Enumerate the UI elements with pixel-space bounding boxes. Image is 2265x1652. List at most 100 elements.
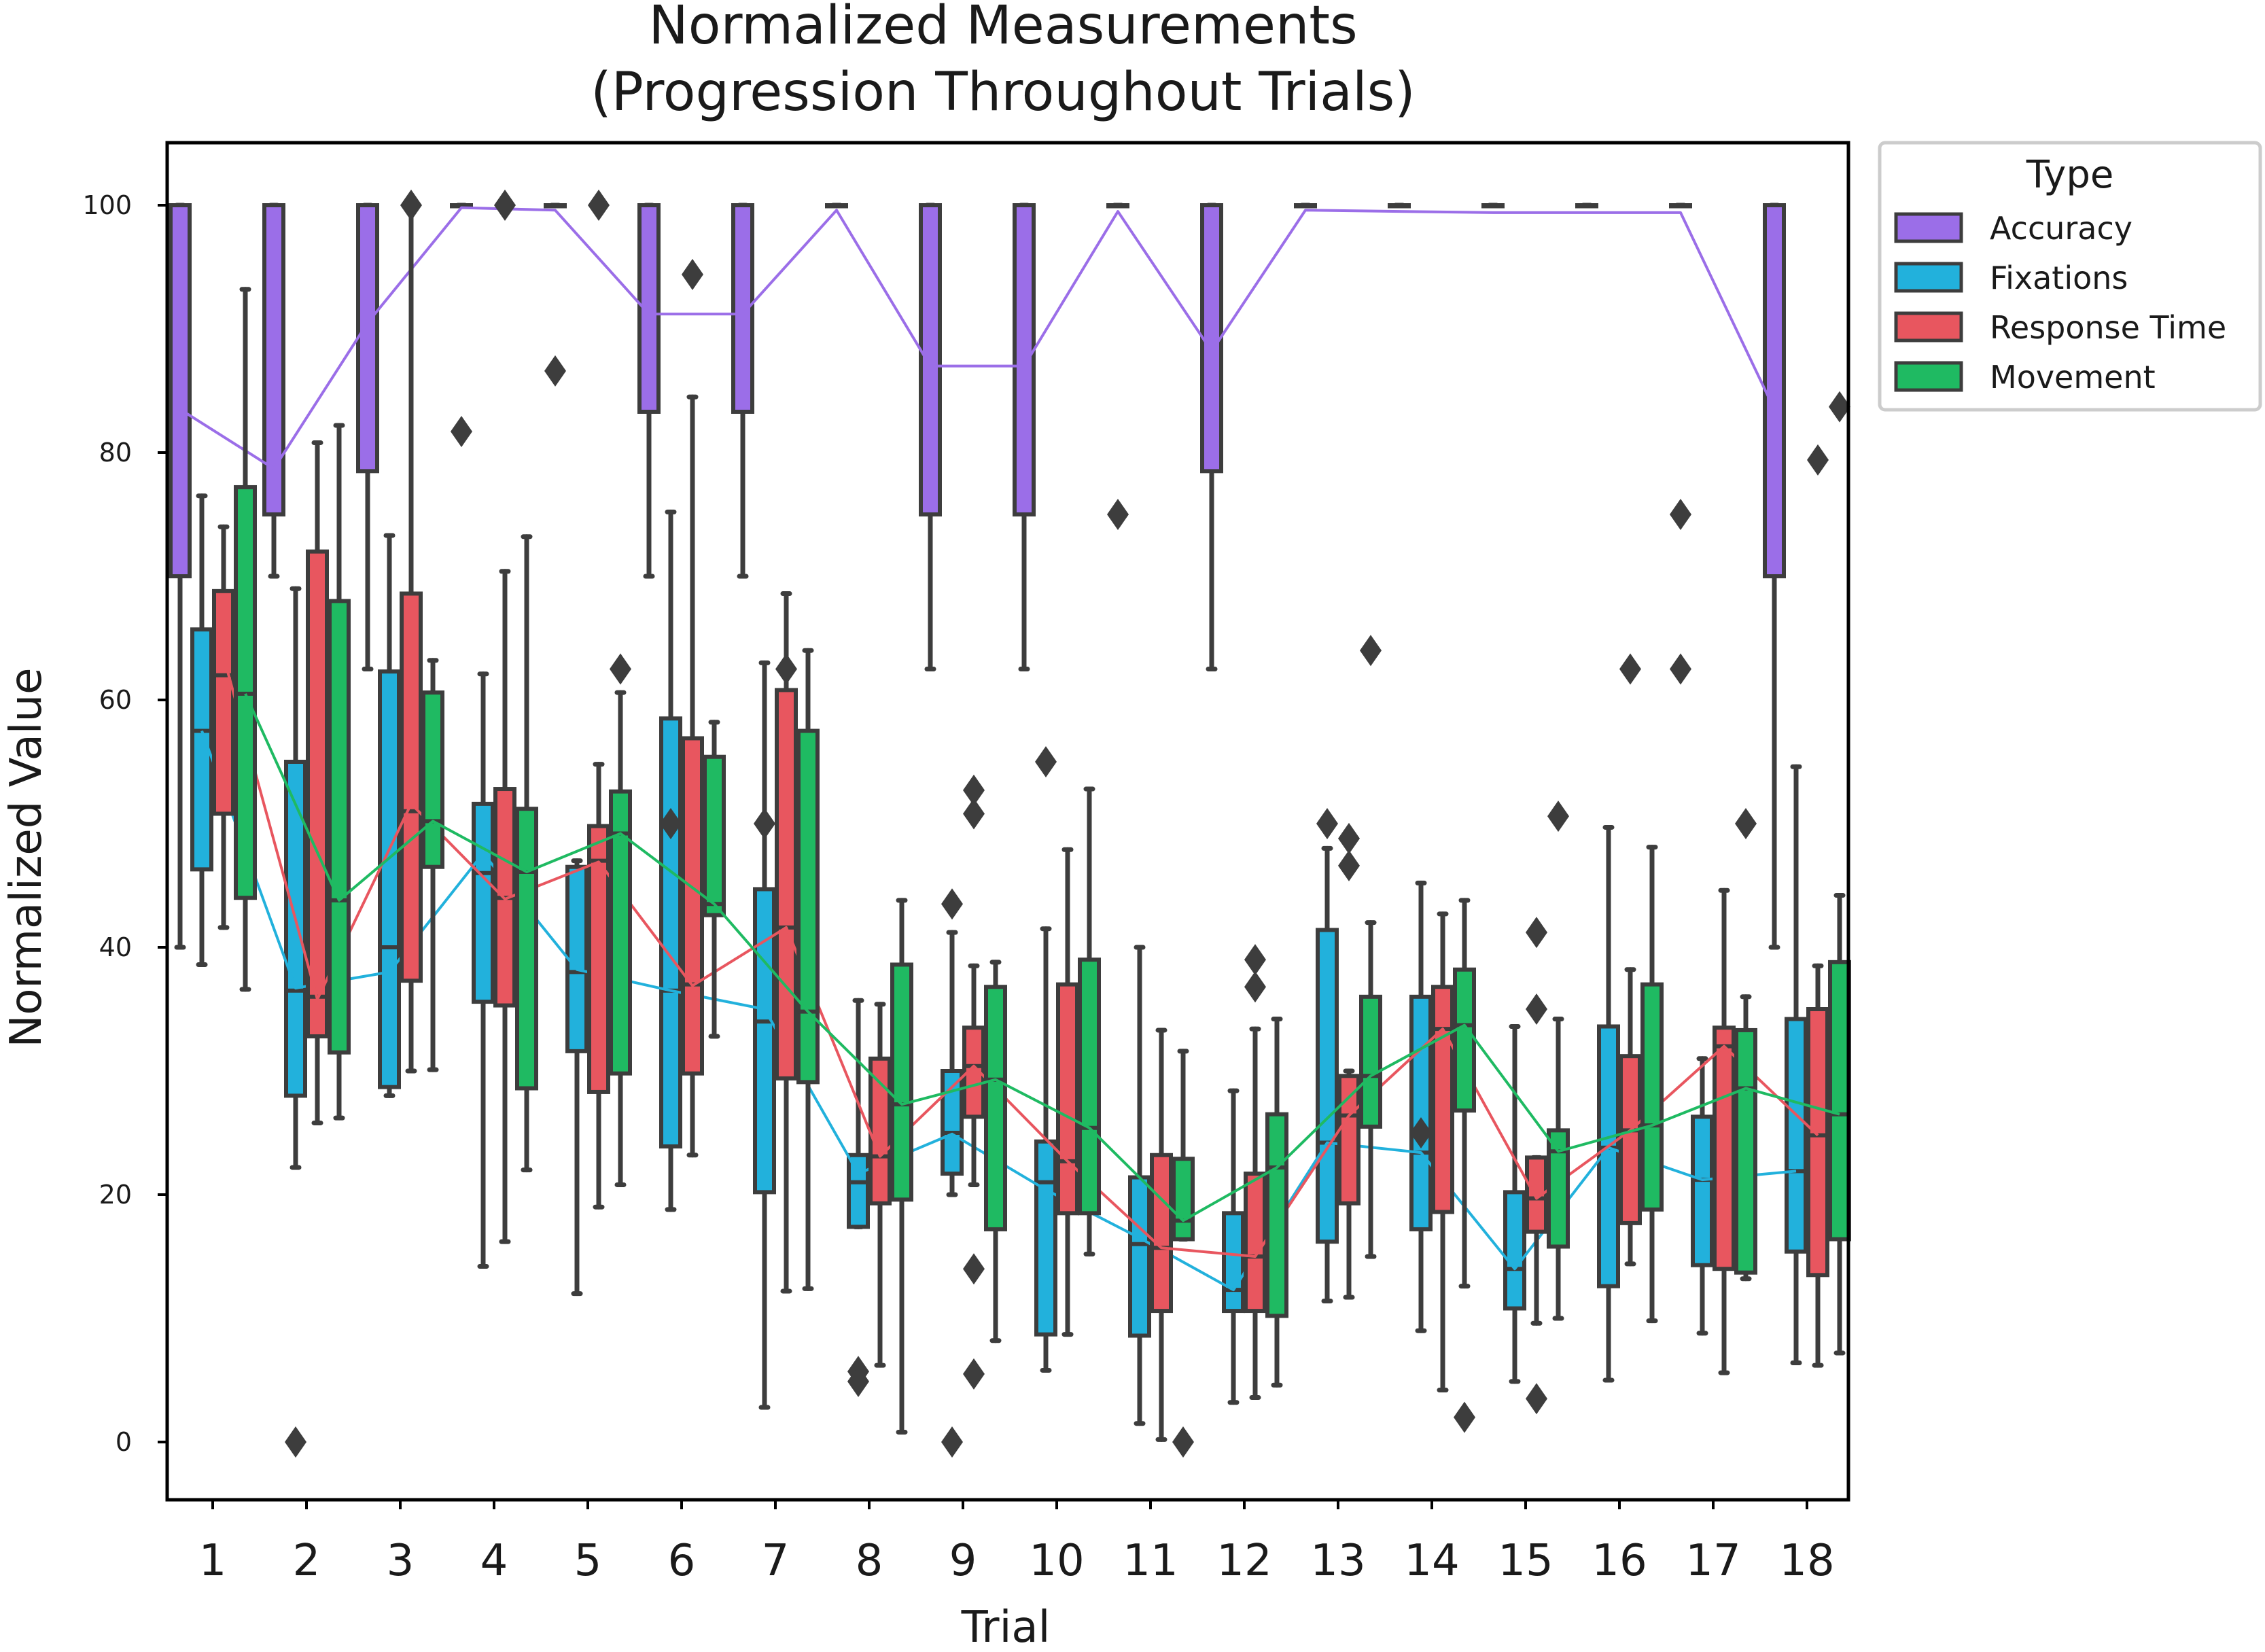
legend-swatch-fixations [1894, 262, 1963, 293]
box-0-15 [1481, 203, 1505, 209]
outlier-point [1454, 1401, 1475, 1433]
box-1-16 [1597, 824, 1620, 1383]
outlier-point [1410, 1117, 1432, 1148]
legend-title: Type [2026, 153, 2114, 197]
box-iqr [565, 864, 589, 1053]
box-0-13 [1294, 203, 1317, 209]
box-iqr [919, 203, 942, 516]
x-tick-label: 3 [387, 1536, 415, 1586]
box-iqr [1265, 1112, 1288, 1318]
outlier-point [1360, 635, 1382, 667]
outlier-point [1338, 822, 1360, 854]
box-0-17 [1669, 203, 1692, 685]
box-iqr [1409, 994, 1433, 1231]
box-2-7 [775, 591, 798, 1294]
outlier-point [1035, 746, 1057, 777]
outlier-point [1338, 849, 1360, 881]
box-3-9 [984, 960, 1007, 1343]
outlier-point [941, 888, 963, 920]
x-tick-label: 1 [199, 1536, 227, 1586]
box-iqr [775, 688, 798, 1080]
box-iqr [262, 203, 285, 516]
outlier-point [1670, 653, 1691, 685]
y-axis-label: Normalized Value [1, 667, 52, 1047]
box-iqr [378, 669, 401, 1089]
x-tick-label: 10 [1029, 1536, 1084, 1586]
x-tick-label: 2 [293, 1536, 321, 1586]
x-tick-label: 14 [1404, 1536, 1459, 1586]
box-iqr [703, 754, 726, 917]
box-1-18 [1785, 764, 1808, 1366]
outlier-point [1526, 917, 1547, 949]
box-iqr [681, 736, 704, 1076]
x-axis: 1 2 3 4 5 6 7 8 9 10 11 12 13 14 15 16 17 18 [199, 1500, 1835, 1586]
legend: Type Accuracy Fixations Response Time Movem… [1878, 141, 2262, 412]
box-0-14 [1388, 203, 1411, 209]
box-iqr [1316, 928, 1339, 1244]
outlier-point [963, 1253, 985, 1285]
box-iqr [796, 728, 820, 1085]
outlier-point [588, 190, 610, 221]
box-0-1 [169, 203, 192, 950]
box-1-17 [1691, 1056, 1714, 1336]
outlier-point [1526, 994, 1547, 1025]
x-tick-label: 7 [762, 1536, 790, 1586]
box-0-12 [1200, 203, 1223, 671]
outlier-point [1670, 499, 1691, 530]
box-iqr [753, 887, 776, 1195]
outlier-point [1547, 801, 1569, 832]
box-0-2 [262, 203, 285, 579]
box-0-5 [544, 203, 567, 387]
x-tick-label: 13 [1310, 1536, 1365, 1586]
box-iqr [1713, 1025, 1736, 1271]
x-axis-label: Trial [961, 1602, 1051, 1649]
box-3-7 [796, 648, 820, 1291]
box-3-8 [890, 898, 913, 1435]
box-iqr [421, 690, 444, 869]
box-iqr [515, 807, 538, 1091]
box-0-3 [356, 203, 379, 671]
box-3-1 [234, 287, 257, 992]
box-2-13 [1337, 822, 1360, 1300]
box-iqr [212, 588, 235, 816]
chart-title: Normalized Measurements [648, 0, 1357, 56]
box-iqr [356, 203, 379, 474]
box-2-2 [306, 440, 329, 1125]
outlier-point [1172, 1426, 1194, 1458]
box-iqr [890, 962, 913, 1202]
legend-items: Accuracy Fixations Response Time Movement [1894, 210, 2226, 396]
box-0-16 [1575, 203, 1598, 209]
outlier-point [754, 808, 775, 839]
box-iqr [847, 1153, 870, 1229]
series-response-time [212, 190, 1829, 1442]
box-iqr [1691, 1114, 1714, 1267]
box-0-10 [1013, 203, 1036, 671]
box-0-8 [825, 203, 848, 209]
box-2-17 [1713, 887, 1736, 1375]
box-iqr [1222, 1211, 1245, 1314]
x-tick-label: 11 [1123, 1536, 1178, 1586]
box-iqr [1200, 203, 1223, 474]
box-1-5 [565, 858, 589, 1297]
outlier-point [941, 1426, 963, 1458]
legend-swatch-response-time [1894, 311, 1963, 342]
box-3-4 [515, 534, 538, 1173]
x-tick-label: 9 [949, 1536, 977, 1586]
x-tick-label: 8 [856, 1536, 883, 1586]
x-tick-label: 5 [574, 1536, 602, 1586]
box-1-1 [190, 493, 213, 967]
box-iqr [400, 591, 423, 983]
box-1-10 [1034, 746, 1057, 1373]
outlier-point [1619, 653, 1641, 685]
outlier-point [1735, 808, 1757, 839]
outlier-point [544, 355, 566, 387]
series-movement [234, 287, 1851, 1458]
box-1-8 [847, 998, 870, 1397]
box-iqr [1619, 1054, 1642, 1225]
outlier-point [660, 808, 682, 839]
box-3-2 [328, 423, 351, 1121]
box-3-10 [1078, 786, 1101, 1256]
box-iqr [1337, 1074, 1360, 1206]
box-3-12 [1265, 1017, 1288, 1388]
